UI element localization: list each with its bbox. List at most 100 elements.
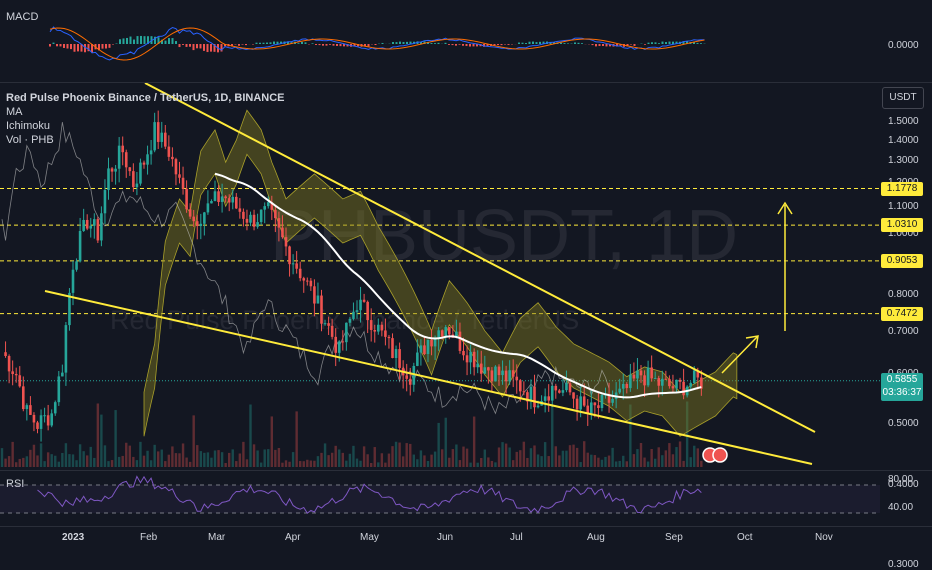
macd-histogram-bar: [238, 44, 240, 46]
candle-body: [643, 375, 646, 385]
price-pane: PHBUSDT, 1D Red Pulse Phoenix Binance / …: [0, 83, 932, 470]
candle-body: [352, 312, 355, 319]
volume-bar: [352, 446, 354, 467]
legend-ma[interactable]: MA: [6, 105, 285, 119]
macd-histogram-bar: [574, 42, 576, 44]
legend-ichimoku[interactable]: Ichimoku: [6, 119, 285, 133]
candle-body: [263, 206, 266, 210]
candle-body: [459, 332, 462, 351]
candle-body: [129, 167, 132, 171]
breakout-arrow-shaft: [722, 337, 757, 373]
time-tick: Aug: [587, 532, 605, 543]
level-tag: 0.9053: [881, 254, 923, 268]
candle-body: [18, 375, 21, 386]
volume-bar: [544, 442, 546, 467]
volume-bar: [579, 462, 581, 467]
candle-body: [636, 371, 639, 379]
volume-bar: [604, 457, 606, 467]
candle-body: [72, 270, 75, 293]
volume-bar: [558, 455, 560, 467]
macd-histogram-bar: [469, 44, 471, 47]
macd-histogram-bar: [368, 44, 370, 46]
macd-histogram-bar: [60, 44, 62, 46]
volume-bar: [239, 453, 241, 467]
macd-histogram-bar: [564, 43, 566, 44]
macd-histogram-bar: [256, 43, 258, 44]
macd-histogram-bar: [210, 44, 212, 52]
macd-histogram-bar: [200, 44, 202, 48]
candle-body: [473, 352, 476, 367]
candle-body: [338, 341, 341, 352]
volume-bar: [47, 452, 49, 467]
volume-bar: [118, 457, 120, 467]
macd-histogram-bar: [207, 44, 209, 52]
volume-bar: [327, 455, 329, 467]
volume-bar: [391, 446, 393, 467]
candle-body: [423, 345, 426, 354]
candle-body: [231, 197, 234, 203]
volume-bar: [697, 448, 699, 467]
macd-histogram-bar: [431, 43, 433, 44]
volume-bar: [256, 450, 258, 467]
volume-bar: [203, 453, 205, 467]
candle-body: [61, 373, 64, 377]
macd-histogram-bar: [112, 44, 114, 45]
macd-histogram-bar: [133, 40, 135, 44]
macd-histogram-bar: [77, 44, 79, 51]
candle-body: [579, 396, 582, 409]
volume-bar: [359, 461, 361, 467]
macd-histogram-bar: [501, 44, 503, 45]
macd-histogram-bar: [655, 42, 657, 44]
candle-body: [420, 345, 423, 352]
macd-histogram-bar: [333, 44, 335, 46]
volume-bar: [548, 456, 550, 467]
candle-body: [189, 209, 192, 216]
candle-body: [544, 396, 547, 401]
volume-bar: [484, 450, 486, 467]
candle-body: [349, 319, 352, 323]
volume-bar: [136, 460, 138, 467]
volume-bar: [285, 460, 287, 467]
macd-histogram-bar: [382, 43, 384, 44]
candle-body: [320, 296, 323, 324]
macd-histogram-bar: [189, 44, 191, 47]
volume-bar: [228, 453, 230, 467]
candle-body: [466, 355, 469, 362]
currency-button[interactable]: USDT: [882, 87, 924, 109]
volume-bar: [661, 455, 663, 467]
volume-bar: [398, 443, 400, 467]
volume-bar: [345, 461, 347, 467]
candle-body: [537, 406, 540, 408]
candle-body: [626, 384, 629, 388]
candle-body: [324, 323, 327, 324]
price-tick: 1.5000: [888, 116, 919, 127]
candle-body: [515, 377, 518, 381]
volume-bar: [36, 455, 38, 467]
price-tick: 1.3000: [888, 155, 919, 166]
time-tick: Apr: [285, 532, 301, 543]
lower-trendline: [45, 291, 812, 464]
candle-body: [618, 389, 621, 393]
candle-body: [175, 159, 178, 174]
volume-bar: [668, 443, 670, 467]
volume-bar: [384, 463, 386, 467]
volume-bar: [466, 449, 468, 467]
volume-bar: [650, 449, 652, 467]
volume-bar: [501, 442, 503, 467]
volume-bar: [636, 449, 638, 467]
volume-bar: [434, 452, 436, 467]
chart-title[interactable]: Red Pulse Phoenix Binance / TetherUS, 1D…: [6, 91, 285, 105]
candle-body: [97, 219, 100, 240]
macd-histogram-bar: [599, 44, 601, 46]
candle-body: [171, 157, 174, 159]
macd-histogram-bar: [130, 37, 132, 44]
volume-bar: [43, 461, 45, 467]
candle-body: [214, 191, 217, 201]
volume-bar: [555, 446, 557, 467]
volume-bar: [388, 454, 390, 467]
candle-body: [508, 370, 511, 381]
volume-bar: [196, 445, 198, 467]
legend-volume[interactable]: Vol · PHB: [6, 133, 285, 147]
candle-body: [242, 212, 245, 219]
